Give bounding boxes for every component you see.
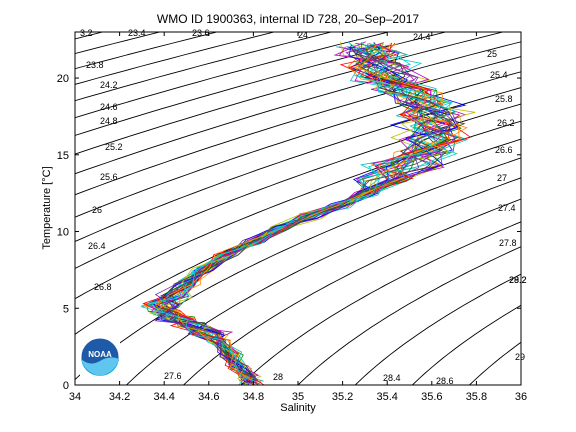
x-tick-label: 35.2: [332, 391, 353, 403]
x-tick-label: 35.4: [376, 391, 397, 403]
density-contour: [75, 157, 521, 381]
y-axis-label: Temperature [°C]: [41, 166, 53, 249]
plot-area: [75, 32, 521, 385]
density-contour: [75, 56, 521, 196]
contour-label: 28.4: [383, 373, 401, 383]
density-contour: [75, 32, 448, 136]
x-tick-label: 34.6: [198, 391, 219, 403]
density-contour: [75, 32, 276, 85]
density-contour: [75, 87, 521, 243]
profile-line: [160, 41, 461, 382]
contour-labels: 3.2 23.4 23.6 24 24.4 23.8 24.2 24.6 24.8 25 25.2 2…: [80, 28, 527, 386]
y-tick-label: 20: [57, 73, 69, 85]
contour-label: 23.8: [86, 60, 104, 70]
contour-label: 26.8: [94, 282, 112, 292]
contour-label: 29: [515, 352, 525, 362]
y-tick-label: 10: [57, 227, 69, 239]
x-tick-label: 35.8: [466, 391, 487, 403]
contour-label: 25.6: [100, 172, 118, 182]
density-contour: [125, 177, 521, 385]
contour-label: 23.6: [192, 28, 210, 38]
density-contour: [411, 304, 521, 385]
y-tick-label: 15: [57, 150, 69, 162]
x-axis-label: Salinity: [280, 402, 316, 414]
contour-label: 28.2: [509, 275, 527, 285]
contour-label: 27: [497, 173, 507, 183]
contour-label: 3.2: [80, 28, 93, 38]
profile-line: [161, 45, 449, 382]
contour-label: 29.2: [509, 275, 527, 285]
contour-label: 26.2: [497, 118, 515, 128]
contour-label: 25.4: [490, 70, 508, 80]
contour-label: 26.6: [495, 145, 513, 155]
contour-label: 25.8: [495, 94, 513, 104]
contour-label: 24.4: [413, 32, 431, 42]
density-contour: [297, 246, 521, 385]
profile-line: [149, 44, 454, 382]
contour-label: 27.4: [498, 203, 516, 213]
density-contour: [182, 198, 521, 385]
contour-label: 26: [92, 205, 102, 215]
x-tick-label: 34: [69, 391, 81, 403]
density-contour: [75, 32, 505, 155]
x-tick-label: 34.2: [109, 391, 130, 403]
profile-line: [160, 44, 454, 384]
contour-label: 24.8: [100, 116, 118, 126]
chart-title: WMO ID 1900363, internal ID 728, 20–Sep–…: [157, 12, 419, 26]
contour-label: 28: [273, 372, 283, 382]
density-contour: [354, 273, 521, 385]
y-tick-label: 0: [63, 380, 69, 392]
contour-label: 26.4: [88, 241, 106, 251]
profile-line: [142, 42, 472, 385]
contour-label: 27.8: [499, 238, 517, 248]
density-contour: [512, 17, 576, 401]
profile-line: [157, 46, 450, 383]
contour-label: 24: [298, 30, 308, 40]
profile-lines: [140, 41, 476, 385]
density-contour: [75, 120, 521, 300]
contour-label: 25: [487, 49, 497, 59]
density-contour: [75, 71, 521, 218]
x-tick-label: 35: [292, 391, 304, 403]
profile-line: [155, 45, 458, 385]
y-axis: 0 5 10 15 20: [57, 73, 521, 392]
noaa-logo-text: NOAA: [88, 350, 112, 359]
contour-label: 25.2: [105, 142, 123, 152]
noaa-logo: NOAA: [80, 337, 120, 377]
density-contour: [75, 32, 334, 102]
x-tick-label: 34.4: [153, 391, 174, 403]
x-tick-label: 36: [515, 391, 527, 403]
contour-label: 28.6: [436, 376, 454, 386]
x-axis: 34 34.2 34.4 34.6 34.8 35 35.2 35.4 35.6 35.8 36: [69, 32, 527, 403]
contour-label: 24.6: [100, 102, 118, 112]
x-tick-label: 34.8: [243, 391, 264, 403]
contour-label: 24.2: [100, 80, 118, 90]
density-contour: [75, 32, 391, 119]
contour-label: 23.4: [128, 28, 146, 38]
x-tick-label: 35.6: [421, 391, 442, 403]
density-contour: [75, 103, 521, 269]
contour-label: 27.6: [164, 371, 182, 381]
y-tick-label: 5: [63, 303, 69, 315]
density-contour: [240, 221, 521, 385]
